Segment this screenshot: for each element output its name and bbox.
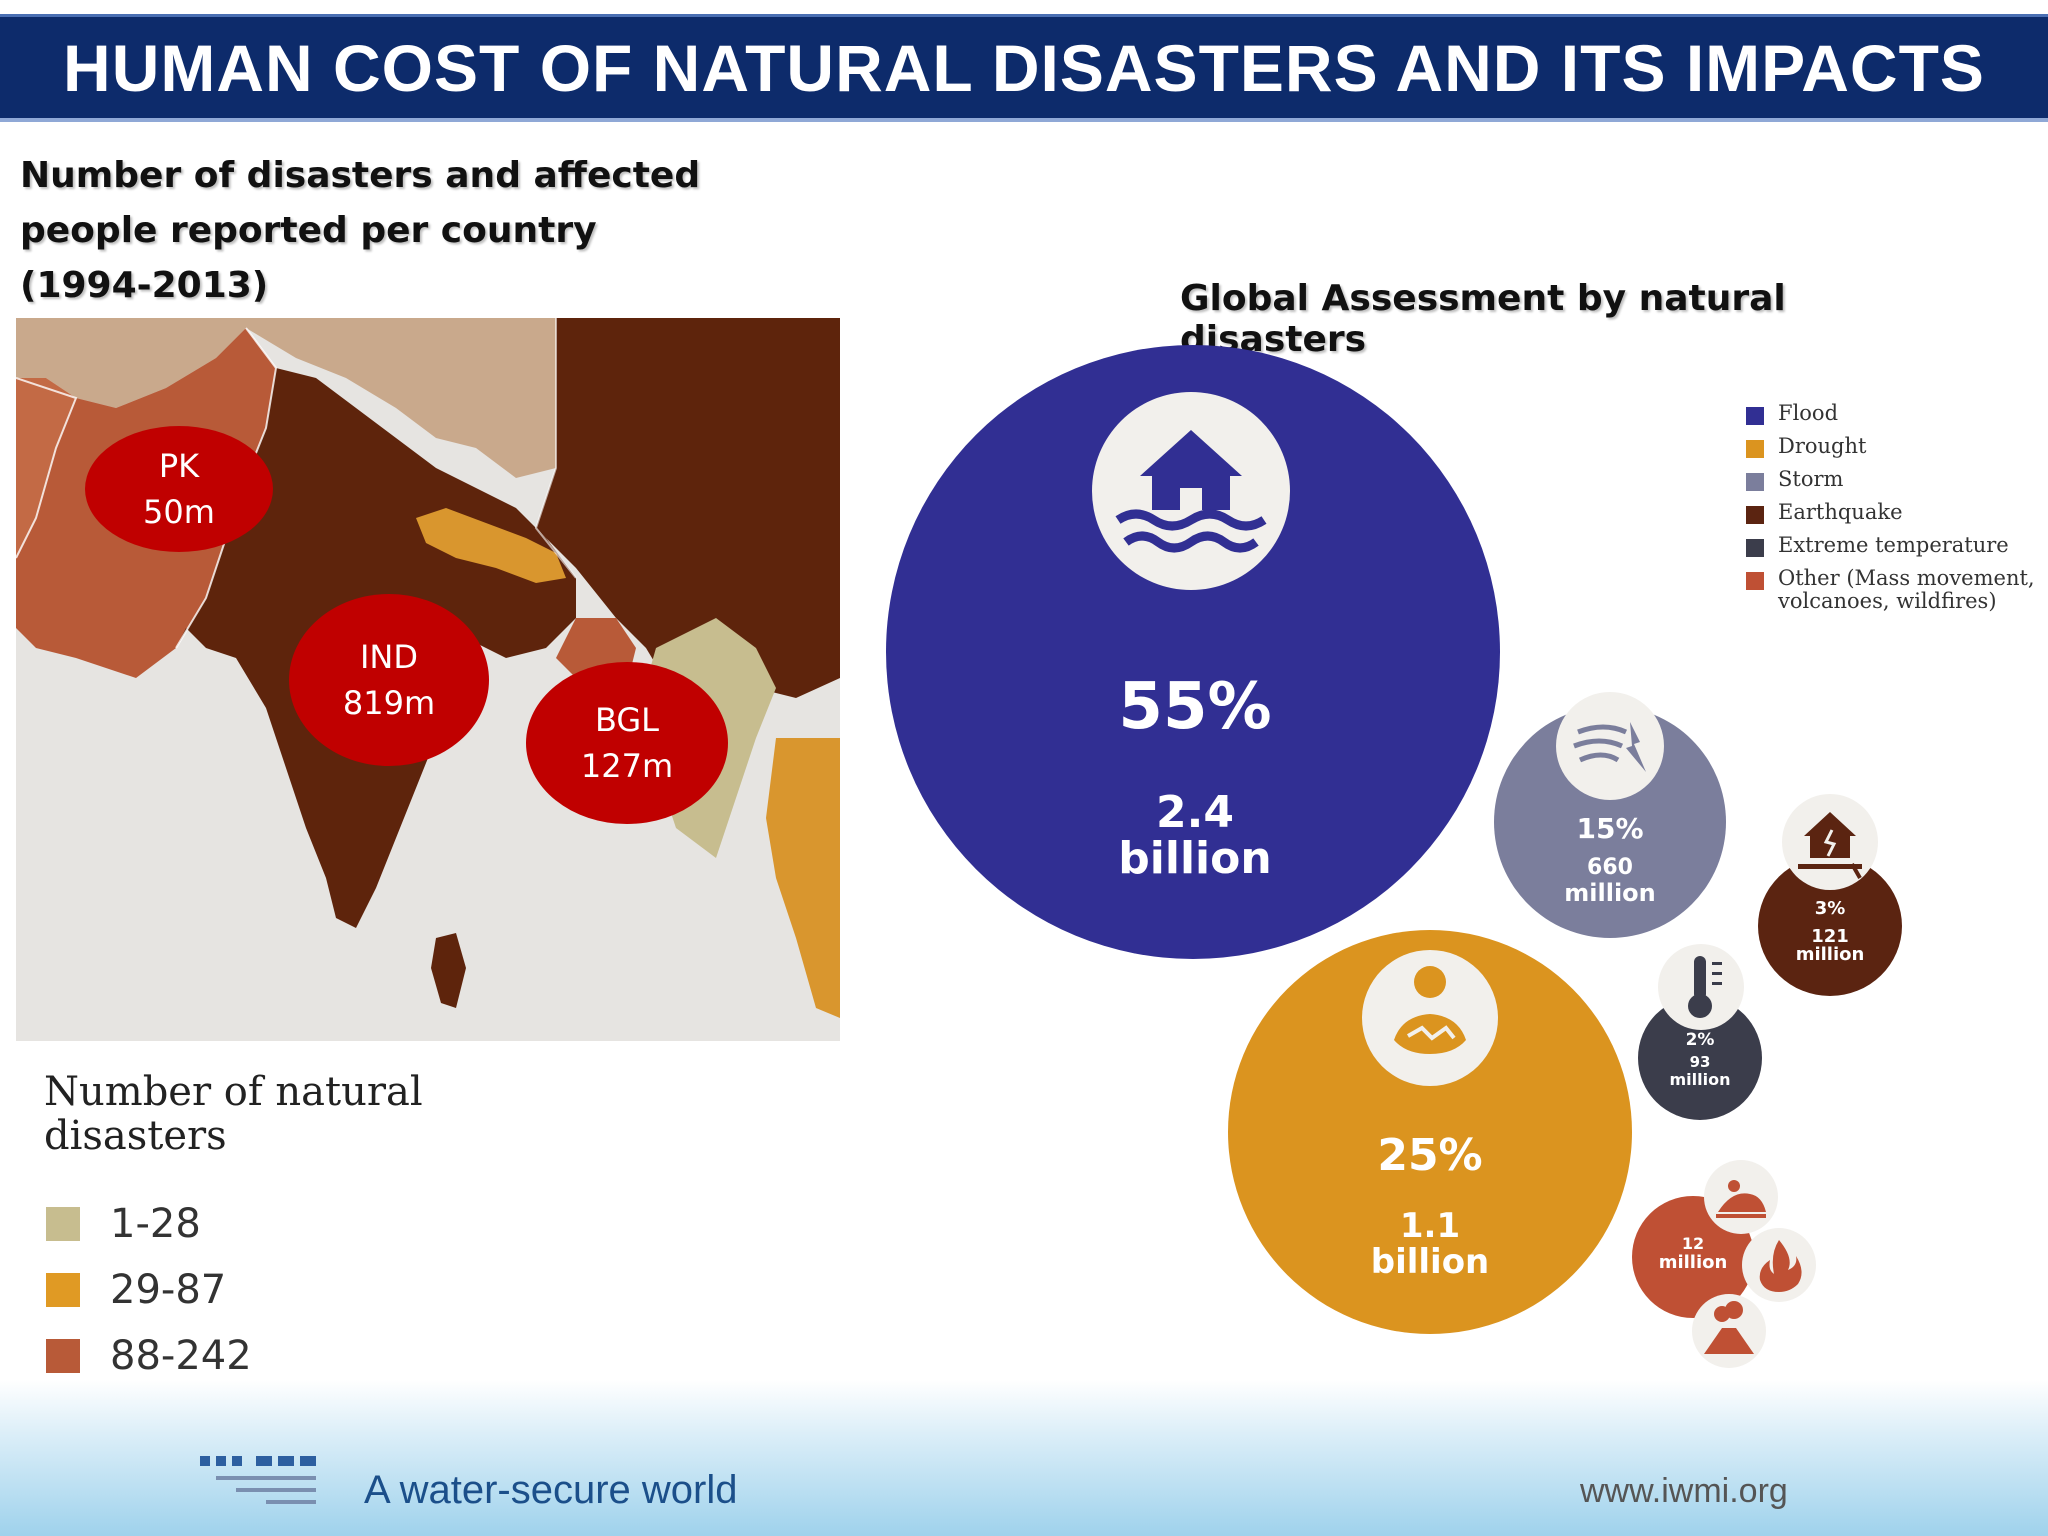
extreme-temperature-unit: million	[1669, 1070, 1731, 1089]
wildfire-icon	[1742, 1228, 1816, 1302]
legend-swatch	[1746, 440, 1764, 458]
footer-url[interactable]: www.iwmi.org	[1580, 1472, 1788, 1510]
legend-swatch	[1746, 506, 1764, 524]
legend-label: 1-28	[110, 1201, 201, 1247]
footer: A water-secure world www.iwmi.org	[0, 1380, 2048, 1536]
legend-item-storm: Storm	[1746, 468, 2046, 491]
legend-label: 88-242	[110, 1333, 252, 1379]
legend-swatch	[1746, 473, 1764, 491]
marker-value: 50m	[143, 493, 215, 531]
iwmi-logo	[196, 1448, 336, 1518]
legend-label: Drought	[1778, 434, 1867, 458]
map-region-nepal	[416, 508, 566, 583]
map-region-north	[16, 318, 556, 478]
legend-label: Other (Mass movement, volcanoes, wildfir…	[1778, 566, 2035, 613]
marker-value: 819m	[342, 684, 436, 722]
legend-swatch	[46, 1207, 80, 1241]
legend-item-other: Other (Mass movement, volcanoes, wildfir…	[1746, 567, 2046, 613]
flood-unit: billion	[1118, 833, 1272, 884]
legend-swatch	[1746, 407, 1764, 425]
mass-movement-icon	[1704, 1160, 1778, 1234]
marker-code: IND	[359, 638, 418, 676]
map-legend-item: 88-242	[46, 1333, 252, 1379]
legend-item-extreme-temperature: Extreme temperature	[1746, 534, 2046, 557]
earthquake-amount: 121	[1811, 926, 1849, 947]
marker-value: 127m	[580, 747, 674, 785]
map-legend-title: Number of natural disasters	[44, 1069, 423, 1159]
legend-label: Storm	[1778, 467, 1844, 491]
disaster-type-legend: Flood Drought Storm Earthquake Extreme t…	[1746, 402, 2046, 623]
legend-swatch	[46, 1339, 80, 1373]
page-title: HUMAN COST OF NATURAL DISASTERS AND ITS …	[63, 30, 1985, 105]
legend-swatch	[1746, 539, 1764, 557]
footer-tagline: A water-secure world	[364, 1468, 738, 1512]
extreme-temperature-percent: 2%	[1685, 1030, 1715, 1050]
storm-percent: 15%	[1576, 812, 1644, 845]
storm-icon	[1556, 692, 1664, 800]
legend-swatch	[1746, 572, 1764, 590]
legend-label: Flood	[1778, 401, 1839, 425]
map-region-west	[16, 378, 76, 558]
legend-item-drought: Drought	[1746, 435, 2046, 458]
marker-code: BGL	[594, 701, 659, 739]
flood-amount: 2.4	[1156, 787, 1234, 838]
storm-amount: 660	[1587, 855, 1633, 880]
thermometer-icon	[1658, 944, 1744, 1030]
map-region-srilanka	[431, 933, 466, 1008]
legend-item-earthquake: Earthquake	[1746, 501, 2046, 524]
extreme-temperature-amount: 93	[1689, 1053, 1711, 1071]
marker-india: IND 819m	[289, 594, 489, 766]
map-region-thailand	[766, 738, 840, 1018]
legend-label: 29-87	[110, 1267, 227, 1313]
other-unit: million	[1658, 1252, 1728, 1273]
earthquake-percent: 3%	[1814, 898, 1846, 919]
map-legend-item: 1-28	[46, 1201, 201, 1247]
south-asia-map: PK 50m IND 819m BGL 127m	[16, 318, 840, 1041]
drought-amount: 1.1	[1399, 1206, 1461, 1246]
map-legend-item: 29-87	[46, 1267, 227, 1313]
drought-icon	[1362, 950, 1498, 1086]
flooded-house-icon	[1092, 392, 1290, 590]
earthquake-unit: million	[1795, 944, 1865, 965]
map-region-east	[536, 318, 840, 718]
earthquake-icon	[1782, 794, 1878, 890]
flood-percent: 55%	[1118, 670, 1272, 744]
legend-label: Earthquake	[1778, 500, 1903, 524]
marker-pakistan: PK 50m	[85, 426, 273, 552]
legend-item-flood: Flood	[1746, 402, 2046, 425]
other-amount: 12	[1681, 1234, 1705, 1253]
title-bar: HUMAN COST OF NATURAL DISASTERS AND ITS …	[0, 14, 2048, 122]
legend-label: Extreme temperature	[1778, 533, 2009, 557]
marker-bangladesh: BGL 127m	[526, 662, 728, 824]
volcano-icon	[1692, 1294, 1766, 1368]
legend-swatch	[46, 1273, 80, 1307]
assessment-heading: Global Assessment by natural disasters	[1180, 278, 1786, 360]
drought-percent: 25%	[1377, 1130, 1483, 1181]
marker-code: PK	[158, 447, 200, 485]
storm-unit: million	[1564, 879, 1656, 907]
drought-unit: billion	[1370, 1242, 1490, 1282]
map-heading: Number of disasters and affected people …	[20, 155, 701, 306]
